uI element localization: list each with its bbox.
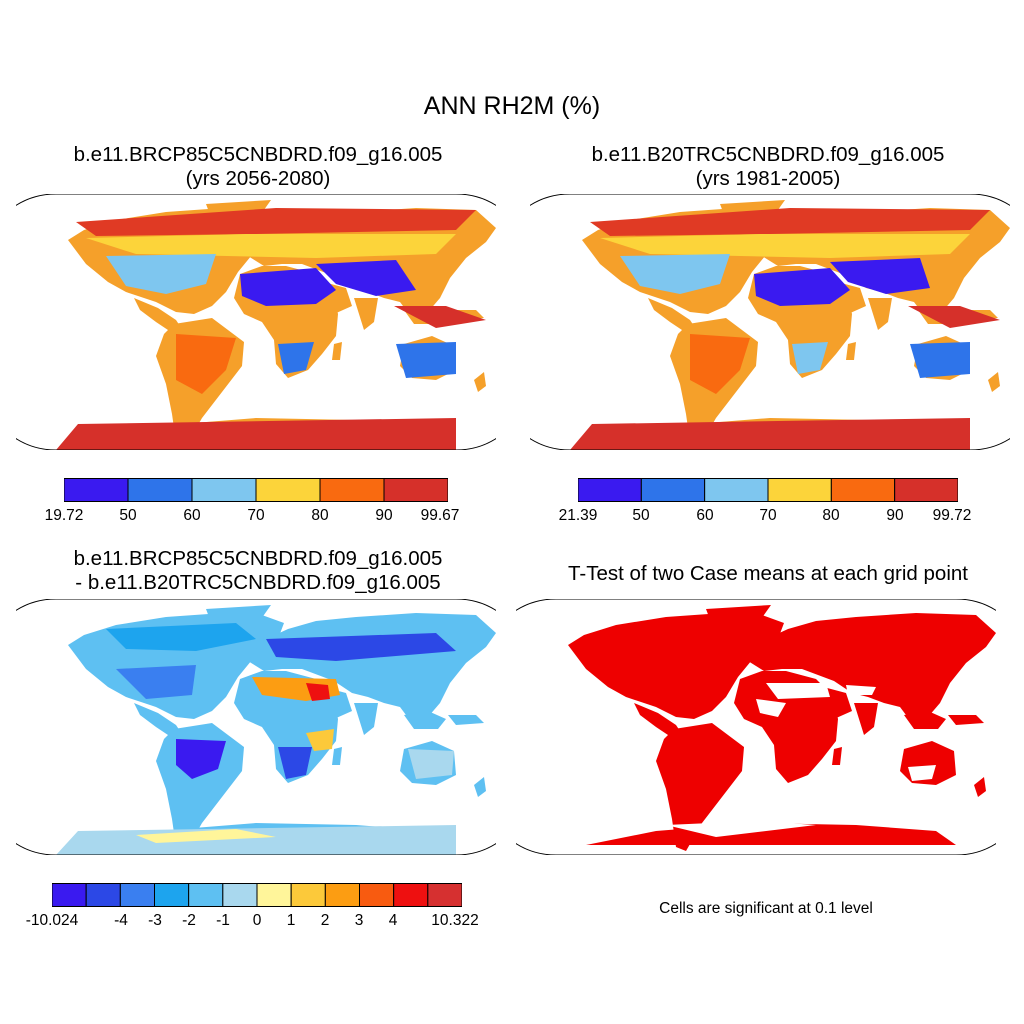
tick-label: -4 bbox=[114, 912, 128, 929]
panel-future-map bbox=[16, 194, 496, 450]
tick-label: 0 bbox=[252, 912, 262, 929]
colorbar-swatch bbox=[256, 883, 292, 907]
colorbar-swatch bbox=[767, 478, 832, 502]
tick-label: 80 bbox=[311, 507, 329, 524]
tick-label: 99.72 bbox=[932, 507, 972, 524]
panel-future-colorbar bbox=[64, 478, 448, 502]
colorbar-swatch bbox=[188, 883, 224, 907]
significance-note: Cells are significant at 0.1 level bbox=[659, 900, 873, 917]
figure-title: ANN RH2M (%) bbox=[423, 92, 601, 120]
tick-label: 99.67 bbox=[420, 507, 460, 524]
colorbar-swatch bbox=[894, 478, 958, 502]
colorbar-swatch bbox=[290, 883, 326, 907]
tick-label: 90 bbox=[886, 507, 904, 524]
colorbar-swatch bbox=[427, 883, 462, 907]
panel-difference-title: b.e11.BRCP85C5CNBDRD.f09_g16.005 - b.e11… bbox=[73, 547, 443, 594]
panel-historical-map bbox=[530, 194, 1010, 450]
colorbar-swatch bbox=[222, 883, 258, 907]
tick-label: 19.72 bbox=[44, 507, 84, 524]
panel-historical-title: b.e11.B20TRC5CNBDRD.f09_g16.005 (yrs 198… bbox=[591, 143, 945, 190]
colorbar-swatch bbox=[393, 883, 429, 907]
tick-label: 21.39 bbox=[558, 507, 598, 524]
colorbar-swatch bbox=[154, 883, 190, 907]
panel-historical-colorbar bbox=[578, 478, 958, 502]
panel-ttest-map bbox=[516, 599, 996, 855]
tick-label: 50 bbox=[632, 507, 650, 524]
tick-label: 90 bbox=[375, 507, 393, 524]
colorbar-swatch bbox=[830, 478, 896, 502]
colorbar-swatch bbox=[383, 478, 448, 502]
tick-label: 10.322 bbox=[431, 912, 479, 929]
tick-label: 80 bbox=[822, 507, 840, 524]
tick-label: -3 bbox=[148, 912, 162, 929]
tick-label: 4 bbox=[388, 912, 398, 929]
colorbar-swatch bbox=[578, 478, 642, 502]
colorbar-swatch bbox=[119, 883, 156, 907]
colorbar-swatch bbox=[640, 478, 706, 502]
tick-label: 2 bbox=[320, 912, 330, 929]
colorbar-swatch bbox=[127, 478, 193, 502]
panel-difference-map bbox=[16, 599, 496, 855]
tick-label: -2 bbox=[182, 912, 196, 929]
tick-label: 70 bbox=[247, 507, 265, 524]
colorbar-swatch bbox=[52, 883, 87, 907]
colorbar-swatch bbox=[64, 478, 129, 502]
panel-ttest-title: T-Test of two Case means at each grid po… bbox=[568, 562, 968, 585]
tick-label: 60 bbox=[183, 507, 201, 524]
tick-label: -10.024 bbox=[25, 912, 79, 929]
tick-label: 50 bbox=[119, 507, 137, 524]
colorbar-swatch bbox=[255, 478, 321, 502]
panel-future-title: b.e11.BRCP85C5CNBDRD.f09_g16.005 (yrs 20… bbox=[73, 143, 443, 190]
tick-label: 70 bbox=[759, 507, 777, 524]
tick-label: 60 bbox=[696, 507, 714, 524]
colorbar-swatch bbox=[85, 883, 121, 907]
colorbar-swatch bbox=[319, 478, 385, 502]
tick-label: 3 bbox=[354, 912, 364, 929]
tick-label: 1 bbox=[286, 912, 296, 929]
tick-label: -1 bbox=[216, 912, 230, 929]
colorbar-swatch bbox=[704, 478, 769, 502]
colorbar-swatch bbox=[191, 478, 257, 502]
panel-difference-colorbar bbox=[52, 883, 462, 907]
colorbar-swatch bbox=[324, 883, 361, 907]
colorbar-swatch bbox=[359, 883, 395, 907]
